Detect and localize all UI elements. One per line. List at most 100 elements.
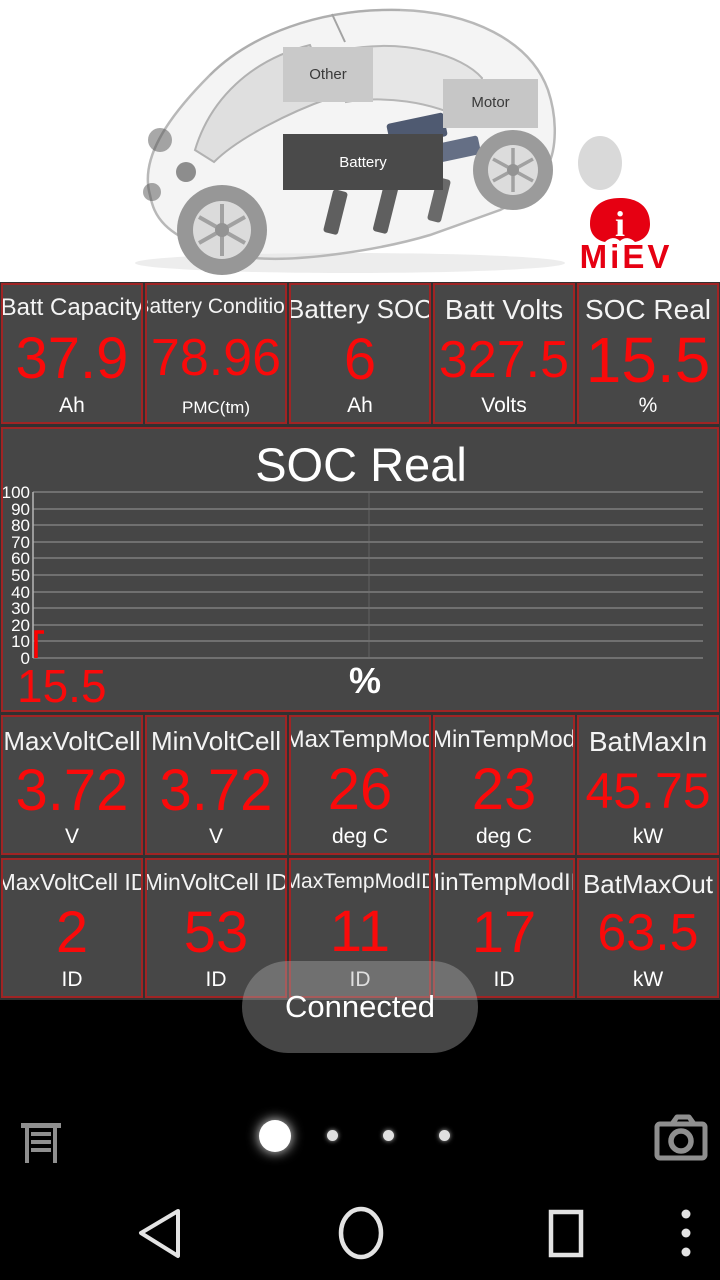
tile-value: 15.5 <box>585 324 711 396</box>
tile-unit: PMC(tm) <box>182 397 250 417</box>
tile-label: Battery Condition <box>147 295 285 318</box>
tile-label: Batt Volts <box>444 294 564 325</box>
logo-i-symbol: i <box>615 204 625 244</box>
soc-real-trace <box>34 630 44 658</box>
tile-row-3: MaxVoltCell ID 2 ID MinVoltCell ID 53 ID… <box>0 857 720 999</box>
tile-unit: Volts <box>481 394 527 417</box>
y-tick: 100 <box>3 483 30 502</box>
y-tick: 90 <box>11 500 30 519</box>
tile-value: 63.5 <box>597 904 699 963</box>
camera-icon <box>654 1114 708 1160</box>
tile-label: Battery SOC <box>289 294 431 324</box>
tile-unit: Ah <box>347 394 373 417</box>
other-button[interactable]: Other <box>283 47 373 102</box>
tile-value: 2 <box>55 899 89 965</box>
tile-unit: V <box>64 825 79 848</box>
tile-soc-real[interactable]: SOC Real 15.5 % <box>577 283 719 424</box>
y-tick: 40 <box>11 583 30 602</box>
home-icon[interactable] <box>338 1206 384 1260</box>
stats-area: Batt Capacity 37.9 Ah Battery Condition … <box>0 282 720 1000</box>
tile-label: SOC Real <box>584 294 712 325</box>
motor-button-label: Motor <box>471 95 510 107</box>
recents-icon[interactable] <box>548 1209 584 1258</box>
other-button-label: Other <box>309 66 347 83</box>
tile-value: 23 <box>471 757 537 823</box>
rear-wheel <box>473 130 553 210</box>
y-tick: 50 <box>11 566 30 585</box>
tile-maxvoltcell-id[interactable]: MaxVoltCell ID 2 ID <box>1 858 143 998</box>
tile-unit: kW <box>632 967 664 991</box>
tile-label: MaxVoltCell <box>3 726 141 756</box>
tile-value: 37.9 <box>15 325 129 391</box>
tile-unit: ID <box>349 968 371 991</box>
menu-button[interactable] <box>12 1114 70 1172</box>
tile-label: BatMaxOut <box>582 869 714 899</box>
tile-label: MaxVoltCell ID <box>1 869 143 895</box>
overflow-menu-icon[interactable] <box>681 1209 691 1257</box>
tile-value: 45.75 <box>585 763 711 820</box>
camera-button[interactable] <box>650 1108 712 1170</box>
tile-label: Batt Capacity <box>1 294 143 321</box>
y-tick: 80 <box>11 516 30 535</box>
tile-unit: deg C <box>331 824 389 848</box>
tile-unit: ID <box>205 967 227 991</box>
tile-maxtempmodid[interactable]: MaxTempModID 11 ID <box>289 858 431 998</box>
page-dot[interactable] <box>383 1130 394 1141</box>
car-panel: Other Motor Battery i MiEV <box>0 0 720 282</box>
tile-unit: deg C <box>475 824 533 848</box>
logo-brand-text: MiEV <box>580 238 673 272</box>
tile-battery-soc[interactable]: Battery SOC 6 Ah <box>289 283 431 424</box>
tile-row-1: Batt Capacity 37.9 Ah Battery Condition … <box>0 282 720 425</box>
y-tick: 10 <box>11 632 30 651</box>
page-dot[interactable] <box>439 1130 450 1141</box>
imiev-logo: i MiEV <box>580 198 673 272</box>
y-tick: 60 <box>11 549 30 568</box>
tile-unit: ID <box>61 967 83 991</box>
toast-message: Connected <box>285 989 435 1024</box>
tile-maxtempmod[interactable]: MaxTempMod 26 deg C <box>289 715 431 855</box>
battery-button-label: Battery <box>339 153 387 171</box>
chart-x-label: % <box>349 660 381 701</box>
motor-button[interactable]: Motor <box>443 79 538 128</box>
page-dot[interactable] <box>327 1130 338 1141</box>
page-dot-active[interactable] <box>259 1120 291 1152</box>
tile-value: 17 <box>471 900 537 966</box>
tile-label: MinTempMod <box>433 726 575 753</box>
back-icon[interactable] <box>139 1209 180 1258</box>
tile-label: MaxTempMod <box>289 726 431 753</box>
tile-value: 327.5 <box>438 330 570 389</box>
tile-battery-condition[interactable]: Battery Condition 78.96 PMC(tm) <box>145 283 287 424</box>
tile-batt-volts[interactable]: Batt Volts 327.5 Volts <box>433 283 575 424</box>
y-tick: 20 <box>11 616 30 635</box>
tile-value: 3.72 <box>159 758 273 824</box>
battery-button[interactable]: Battery <box>283 134 443 190</box>
tile-maxvoltcell[interactable]: MaxVoltCell 3.72 V <box>1 715 143 855</box>
soc-real-chart-svg: SOC Real <box>2 438 703 712</box>
tile-batmaxout[interactable]: BatMaxOut 63.5 kW <box>577 858 719 998</box>
tile-label: MinVoltCell <box>150 726 282 756</box>
tile-value: 3.72 <box>15 758 129 824</box>
y-tick: 30 <box>11 599 30 618</box>
tile-batt-capacity[interactable]: Batt Capacity 37.9 Ah <box>1 283 143 424</box>
connection-toast: Connected <box>242 961 478 1053</box>
tile-value: 26 <box>327 757 393 823</box>
chart-current-value: 15.5 <box>17 660 107 710</box>
tile-label: BatMaxIn <box>588 726 708 757</box>
tile-mintempmodid[interactable]: MinTempModID 17 ID <box>433 858 575 998</box>
tile-value: 53 <box>183 899 249 965</box>
soc-real-chart: SOC Real <box>1 427 719 712</box>
tile-minvoltcell[interactable]: MinVoltCell 3.72 V <box>145 715 287 855</box>
chart-title: SOC Real <box>255 438 467 491</box>
y-tick: 70 <box>11 533 30 552</box>
y-tick: 0 <box>21 649 30 668</box>
tile-minvoltcell-id[interactable]: MinVoltCell ID 53 ID <box>145 858 287 998</box>
tile-value: 11 <box>329 898 391 964</box>
page-indicator <box>0 1119 720 1153</box>
tile-unit: kW <box>632 824 664 848</box>
front-wheel <box>177 185 267 275</box>
tile-batmaxin[interactable]: BatMaxIn 45.75 kW <box>577 715 719 855</box>
menu-list-icon <box>21 1122 61 1163</box>
tile-mintempmod[interactable]: MinTempMod 23 deg C <box>433 715 575 855</box>
tile-value: 6 <box>343 326 377 392</box>
